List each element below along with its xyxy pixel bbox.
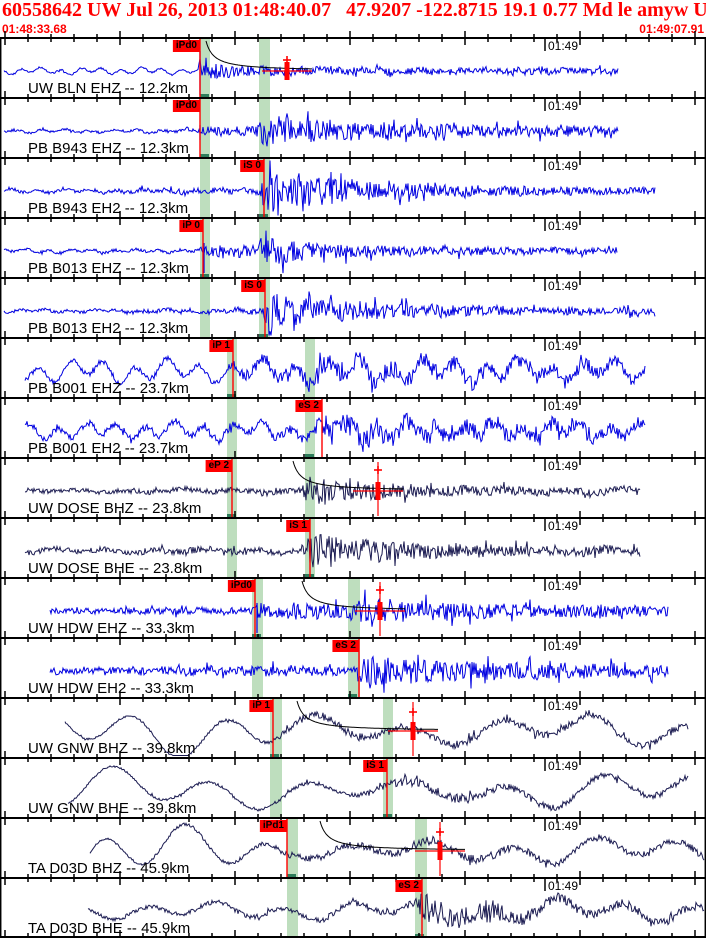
pick-flag[interactable]: iPd1 — [259, 820, 287, 832]
station-channel-label: UW BLN EHZ -- 12.2km — [28, 80, 189, 97]
minute-tick-label: 01:49 — [548, 519, 579, 533]
pick-flag[interactable]: iP 1 — [209, 340, 233, 352]
trace-row[interactable]: iS 0 01:49 PB B943 EH2 -- 12.3km — [0, 158, 706, 218]
trace-row[interactable]: iP 1 01:49 PB B001 EHZ -- 23.7km — [0, 338, 706, 398]
station-channel-label: PB B001 EHZ -- 23.7km — [28, 380, 189, 397]
pick-flag[interactable]: eP 2 — [205, 460, 232, 472]
station-channel-label: UW HDW EHZ -- 33.3km — [28, 620, 195, 637]
station-channel-label: UW DOSE BHZ -- 23.8km — [28, 500, 202, 517]
minute-tick-label: 01:49 — [548, 39, 579, 53]
minute-tick-label: 01:49 — [548, 399, 579, 413]
minute-tick-label: 01:49 — [548, 459, 579, 473]
trace-row[interactable]: iS 1 01:49 UW GNW BHE -- 39.8km — [0, 758, 706, 818]
minute-tick-label: 01:49 — [548, 759, 579, 773]
trace-row[interactable]: eS 2 01:49 TA D03D BHE -- 45.9km — [0, 878, 706, 938]
minute-tick-label: 01:49 — [548, 159, 579, 173]
window-start-time: 01:48:33.68 — [2, 22, 67, 36]
pick-flag[interactable]: eS 2 — [395, 880, 422, 892]
station-channel-label: PB B943 EHZ -- 12.3km — [28, 140, 189, 157]
station-channel-label: PB B013 EH2 -- 12.3km — [28, 320, 189, 337]
trace-row[interactable]: iPd1 01:49 TA D03D BHZ -- 45.9km — [0, 818, 706, 878]
pick-flag[interactable]: iS 1 — [363, 760, 387, 772]
pick-flag[interactable]: iS 0 — [241, 280, 265, 292]
minute-tick-label: 01:49 — [548, 699, 579, 713]
pick-flag[interactable]: iPd0 — [172, 40, 200, 52]
minute-tick-label: 01:49 — [548, 579, 579, 593]
trace-row[interactable]: iP 0 01:49 PB B013 EHZ -- 12.3km — [0, 218, 706, 278]
station-channel-label: UW DOSE BHE -- 23.8km — [28, 560, 203, 577]
trace-row[interactable]: eS 2 01:49 PB B001 EH2 -- 23.7km — [0, 398, 706, 458]
station-channel-label: PB B001 EH2 -- 23.7km — [28, 440, 189, 457]
minute-tick-label: 01:49 — [548, 339, 579, 353]
station-channel-label: UW GNW BHE -- 39.8km — [28, 800, 197, 817]
minute-tick-label: 01:49 — [548, 219, 579, 233]
pick-flag[interactable]: iPd0 — [227, 580, 255, 592]
station-channel-label: UW HDW EH2 -- 33.3km — [28, 680, 194, 697]
time-range-row: 01:48:33.68 01:49:07.91 — [0, 22, 706, 37]
trace-row[interactable]: iS 1 01:49 UW DOSE BHE -- 23.8km — [0, 518, 706, 578]
minute-tick-label: 01:49 — [548, 279, 579, 293]
minute-tick-label: 01:49 — [548, 819, 579, 833]
trace-row[interactable]: eS 2 01:49 UW HDW EH2 -- 33.3km — [0, 638, 706, 698]
station-channel-label: PB B013 EHZ -- 12.3km — [28, 260, 189, 277]
pick-flag[interactable]: eS 2 — [295, 400, 322, 412]
trace-row[interactable]: eP 2 01:49 UW DOSE BHZ -- 23.8km — [0, 458, 706, 518]
event-title: 60558642 UW Jul 26, 2013 01:48:40.07 47.… — [2, 0, 706, 21]
minute-tick-label: 01:49 — [548, 879, 579, 893]
trace-row[interactable]: iS 0 01:49 PB B013 EH2 -- 12.3km — [0, 278, 706, 338]
pick-flag[interactable]: iS 1 — [286, 520, 310, 532]
station-channel-label: TA D03D BHE -- 45.9km — [28, 920, 191, 937]
pick-flag[interactable]: iS 0 — [240, 160, 264, 172]
pick-flag[interactable]: iPd0 — [172, 100, 200, 112]
pick-flag[interactable]: eS 2 — [332, 640, 359, 652]
minute-tick-label: 01:49 — [548, 639, 579, 653]
trace-row[interactable]: iP 1 01:49 UW GNW BHZ -- 39.8km — [0, 698, 706, 758]
window-end-time: 01:49:07.91 — [639, 22, 704, 36]
pick-flag[interactable]: iP 0 — [179, 220, 203, 232]
trace-row[interactable]: iPd0 01:49 PB B943 EHZ -- 12.3km — [0, 98, 706, 158]
station-channel-label: UW GNW BHZ -- 39.8km — [28, 740, 196, 757]
pick-flag[interactable]: iP 1 — [249, 700, 273, 712]
trace-row[interactable]: iPd0 01:49 UW BLN EHZ -- 12.2km — [0, 38, 706, 98]
station-channel-label: PB B943 EH2 -- 12.3km — [28, 200, 189, 217]
trace-row[interactable]: iPd0 01:49 UW HDW EHZ -- 33.3km — [0, 578, 706, 638]
station-channel-label: TA D03D BHZ -- 45.9km — [28, 860, 190, 877]
minute-tick-label: 01:49 — [548, 99, 579, 113]
